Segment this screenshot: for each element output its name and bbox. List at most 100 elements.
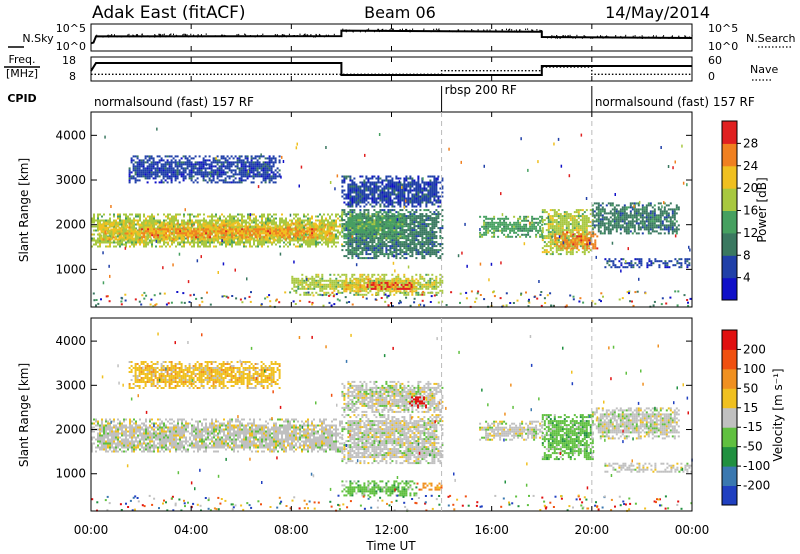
heatmap-cell xyxy=(284,228,287,231)
heatmap-cell xyxy=(286,226,289,229)
heatmap-cell xyxy=(178,163,181,166)
heatmap-cell xyxy=(383,237,386,240)
heatmap-cell xyxy=(343,223,346,226)
noise-point xyxy=(519,29,521,31)
heatmap-cell xyxy=(377,241,380,244)
heatmap-cell xyxy=(227,225,229,228)
heatmap-cell xyxy=(170,155,173,158)
heatmap-cell xyxy=(204,173,207,176)
heatmap-cell xyxy=(351,191,354,194)
heatmap-cell xyxy=(204,238,207,241)
heatmap-cell xyxy=(130,236,133,239)
heatmap-cell xyxy=(215,219,217,222)
heatmap-cell xyxy=(335,225,337,228)
heatmap-cell xyxy=(239,213,241,216)
heatmap-cell xyxy=(395,183,398,186)
heatmap-cell xyxy=(218,167,221,170)
heatmap-cell xyxy=(179,243,181,246)
heatmap-cell xyxy=(209,236,212,239)
heatmap-cell xyxy=(263,239,265,242)
noise-point xyxy=(581,37,583,39)
heatmap-cell xyxy=(367,253,370,256)
noise-point xyxy=(190,33,192,36)
heatmap-cell xyxy=(373,255,376,258)
heatmap-cell xyxy=(297,232,300,235)
heatmap-cell xyxy=(363,223,366,226)
heatmap-cell xyxy=(307,219,309,222)
freq-right-tick-top: 60 xyxy=(708,54,722,67)
heatmap-cell xyxy=(251,234,254,237)
heatmap-cell xyxy=(351,243,354,246)
heatmap-cell xyxy=(413,213,416,216)
heatmap-cell xyxy=(401,245,404,248)
heatmap-cell xyxy=(122,226,125,229)
heatmap-cell xyxy=(222,173,225,176)
heatmap-cell xyxy=(107,245,109,248)
heatmap-cell xyxy=(367,245,370,248)
heatmap-cell xyxy=(98,224,101,227)
heatmap-cell xyxy=(325,241,327,244)
heatmap-cell xyxy=(274,173,277,176)
heatmap-cell xyxy=(359,239,362,242)
heatmap-cell xyxy=(114,238,117,241)
heatmap-cell xyxy=(345,241,348,244)
heatmap-cell xyxy=(137,213,139,216)
heatmap-cell xyxy=(383,241,386,244)
noise-point xyxy=(439,30,441,32)
heatmap-cell xyxy=(140,238,143,241)
heatmap-cell xyxy=(367,227,370,230)
heatmap-cell xyxy=(395,223,398,226)
heatmap-cell xyxy=(220,169,223,172)
heatmap-cell xyxy=(106,228,109,231)
heatmap-cell xyxy=(259,237,261,240)
heatmap-cell xyxy=(186,161,189,164)
heatmap-cell xyxy=(351,227,354,230)
heatmap-cell xyxy=(413,217,416,220)
heatmap-cell xyxy=(204,236,207,239)
heatmap-cell xyxy=(272,155,275,158)
noise-point xyxy=(510,30,512,33)
beam-label: Beam 06 xyxy=(364,3,436,22)
heatmap-cell xyxy=(361,195,364,198)
heatmap-cell xyxy=(435,241,438,244)
heatmap-cell xyxy=(268,161,271,164)
heatmap-cell xyxy=(381,199,384,202)
heatmap-cell xyxy=(128,181,131,184)
heatmap-cell xyxy=(137,215,139,218)
heatmap-cell xyxy=(115,241,117,244)
heatmap-cell xyxy=(160,157,163,160)
heatmap-cell xyxy=(238,161,241,164)
noise-point xyxy=(159,33,161,36)
heatmap-cell xyxy=(306,222,309,225)
heatmap-cell xyxy=(435,225,438,228)
heatmap-cell xyxy=(300,228,303,231)
heatmap-cell xyxy=(393,213,396,216)
noise-point xyxy=(262,33,264,36)
heatmap-cell xyxy=(375,255,378,258)
heatmap-cell xyxy=(128,171,131,174)
heatmap-cell xyxy=(399,257,402,260)
heatmap-cell xyxy=(267,217,269,220)
heatmap-cell xyxy=(160,181,163,184)
heatmap-cell xyxy=(375,219,378,222)
noise-point xyxy=(409,29,411,31)
heatmap-cell xyxy=(235,230,238,233)
heatmap-cell xyxy=(143,243,145,246)
heatmap-cell xyxy=(377,247,380,250)
heatmap-cell xyxy=(375,229,378,232)
heatmap-cell xyxy=(383,255,386,258)
heatmap-cell xyxy=(405,241,408,244)
heatmap-cell xyxy=(403,187,406,190)
heatmap-cell xyxy=(407,237,410,240)
heatmap-cell xyxy=(233,219,235,222)
heatmap-cell xyxy=(252,161,255,164)
heatmap-cell xyxy=(375,199,378,202)
heatmap-cell xyxy=(91,221,93,224)
heatmap-cell xyxy=(248,230,251,233)
heatmap-cell xyxy=(193,237,195,240)
heatmap-cell xyxy=(166,155,169,158)
heatmap-cell xyxy=(345,197,348,200)
noise-left-label: N.Sky xyxy=(22,32,54,45)
heatmap-cell xyxy=(274,181,277,184)
heatmap-cell xyxy=(349,237,352,240)
